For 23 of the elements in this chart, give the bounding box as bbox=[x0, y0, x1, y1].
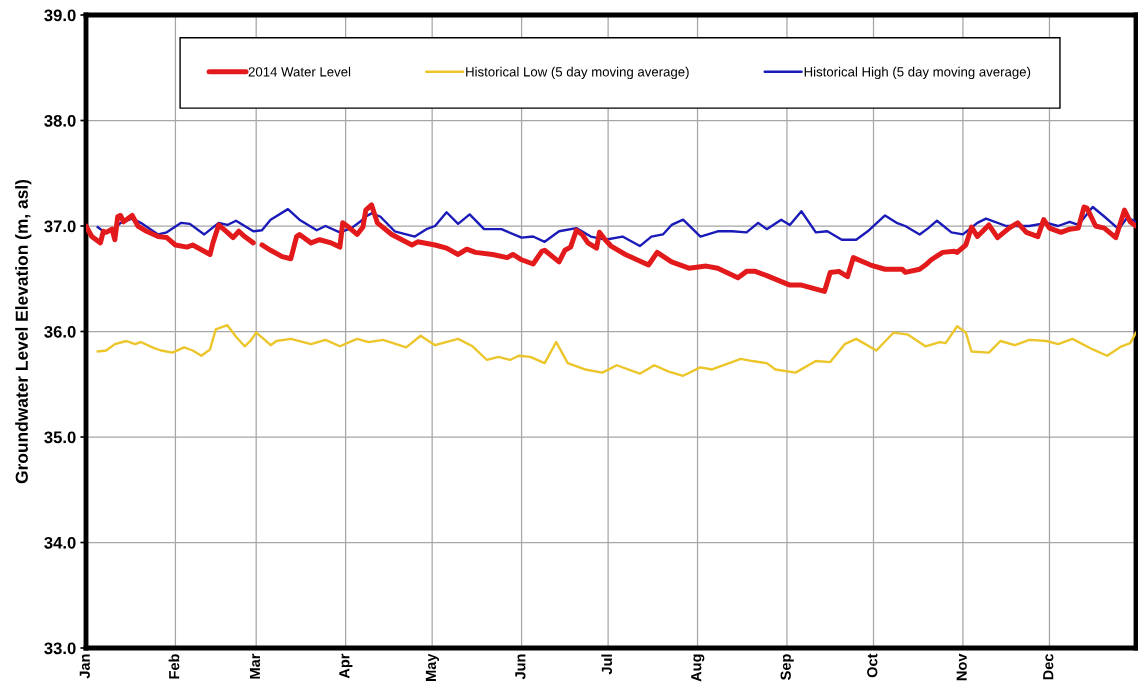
y-tick-label: 38.0 bbox=[44, 114, 76, 127]
x-tick-label: Mar bbox=[249, 653, 261, 679]
y-tick-label: 35.0 bbox=[44, 431, 76, 444]
x-tick-label: Nov bbox=[956, 653, 967, 681]
x-tick-label: Dec bbox=[1043, 653, 1054, 680]
y-axis-title: Groundwater Level Elevation (m, asl) bbox=[15, 179, 32, 484]
legend-label: Historical High (5 day moving average) bbox=[804, 66, 1031, 80]
legend-label: 2014 Water Level bbox=[248, 66, 351, 77]
x-tick-label: May bbox=[425, 653, 439, 681]
x-tick-label: Feb bbox=[168, 654, 180, 679]
y-tick-label: 37.0 bbox=[44, 220, 76, 233]
x-tick-label: Jun bbox=[515, 654, 526, 680]
x-tick-label: Apr bbox=[339, 653, 353, 679]
legend-label: Historical Low (5 day moving average) bbox=[466, 66, 689, 80]
y-tick-label: 33.0 bbox=[44, 642, 76, 655]
y-tick-label: 36.0 bbox=[44, 325, 76, 338]
x-tick-label: Jul bbox=[601, 654, 613, 675]
x-tick-label: Sep bbox=[780, 654, 794, 680]
x-tick-label: Jan bbox=[79, 654, 90, 679]
y-tick-label: 34.0 bbox=[44, 536, 76, 549]
x-tick-label: Aug bbox=[691, 654, 705, 682]
y-tick-label: 39.0 bbox=[44, 9, 76, 22]
x-tick-label: Oct bbox=[867, 653, 878, 678]
